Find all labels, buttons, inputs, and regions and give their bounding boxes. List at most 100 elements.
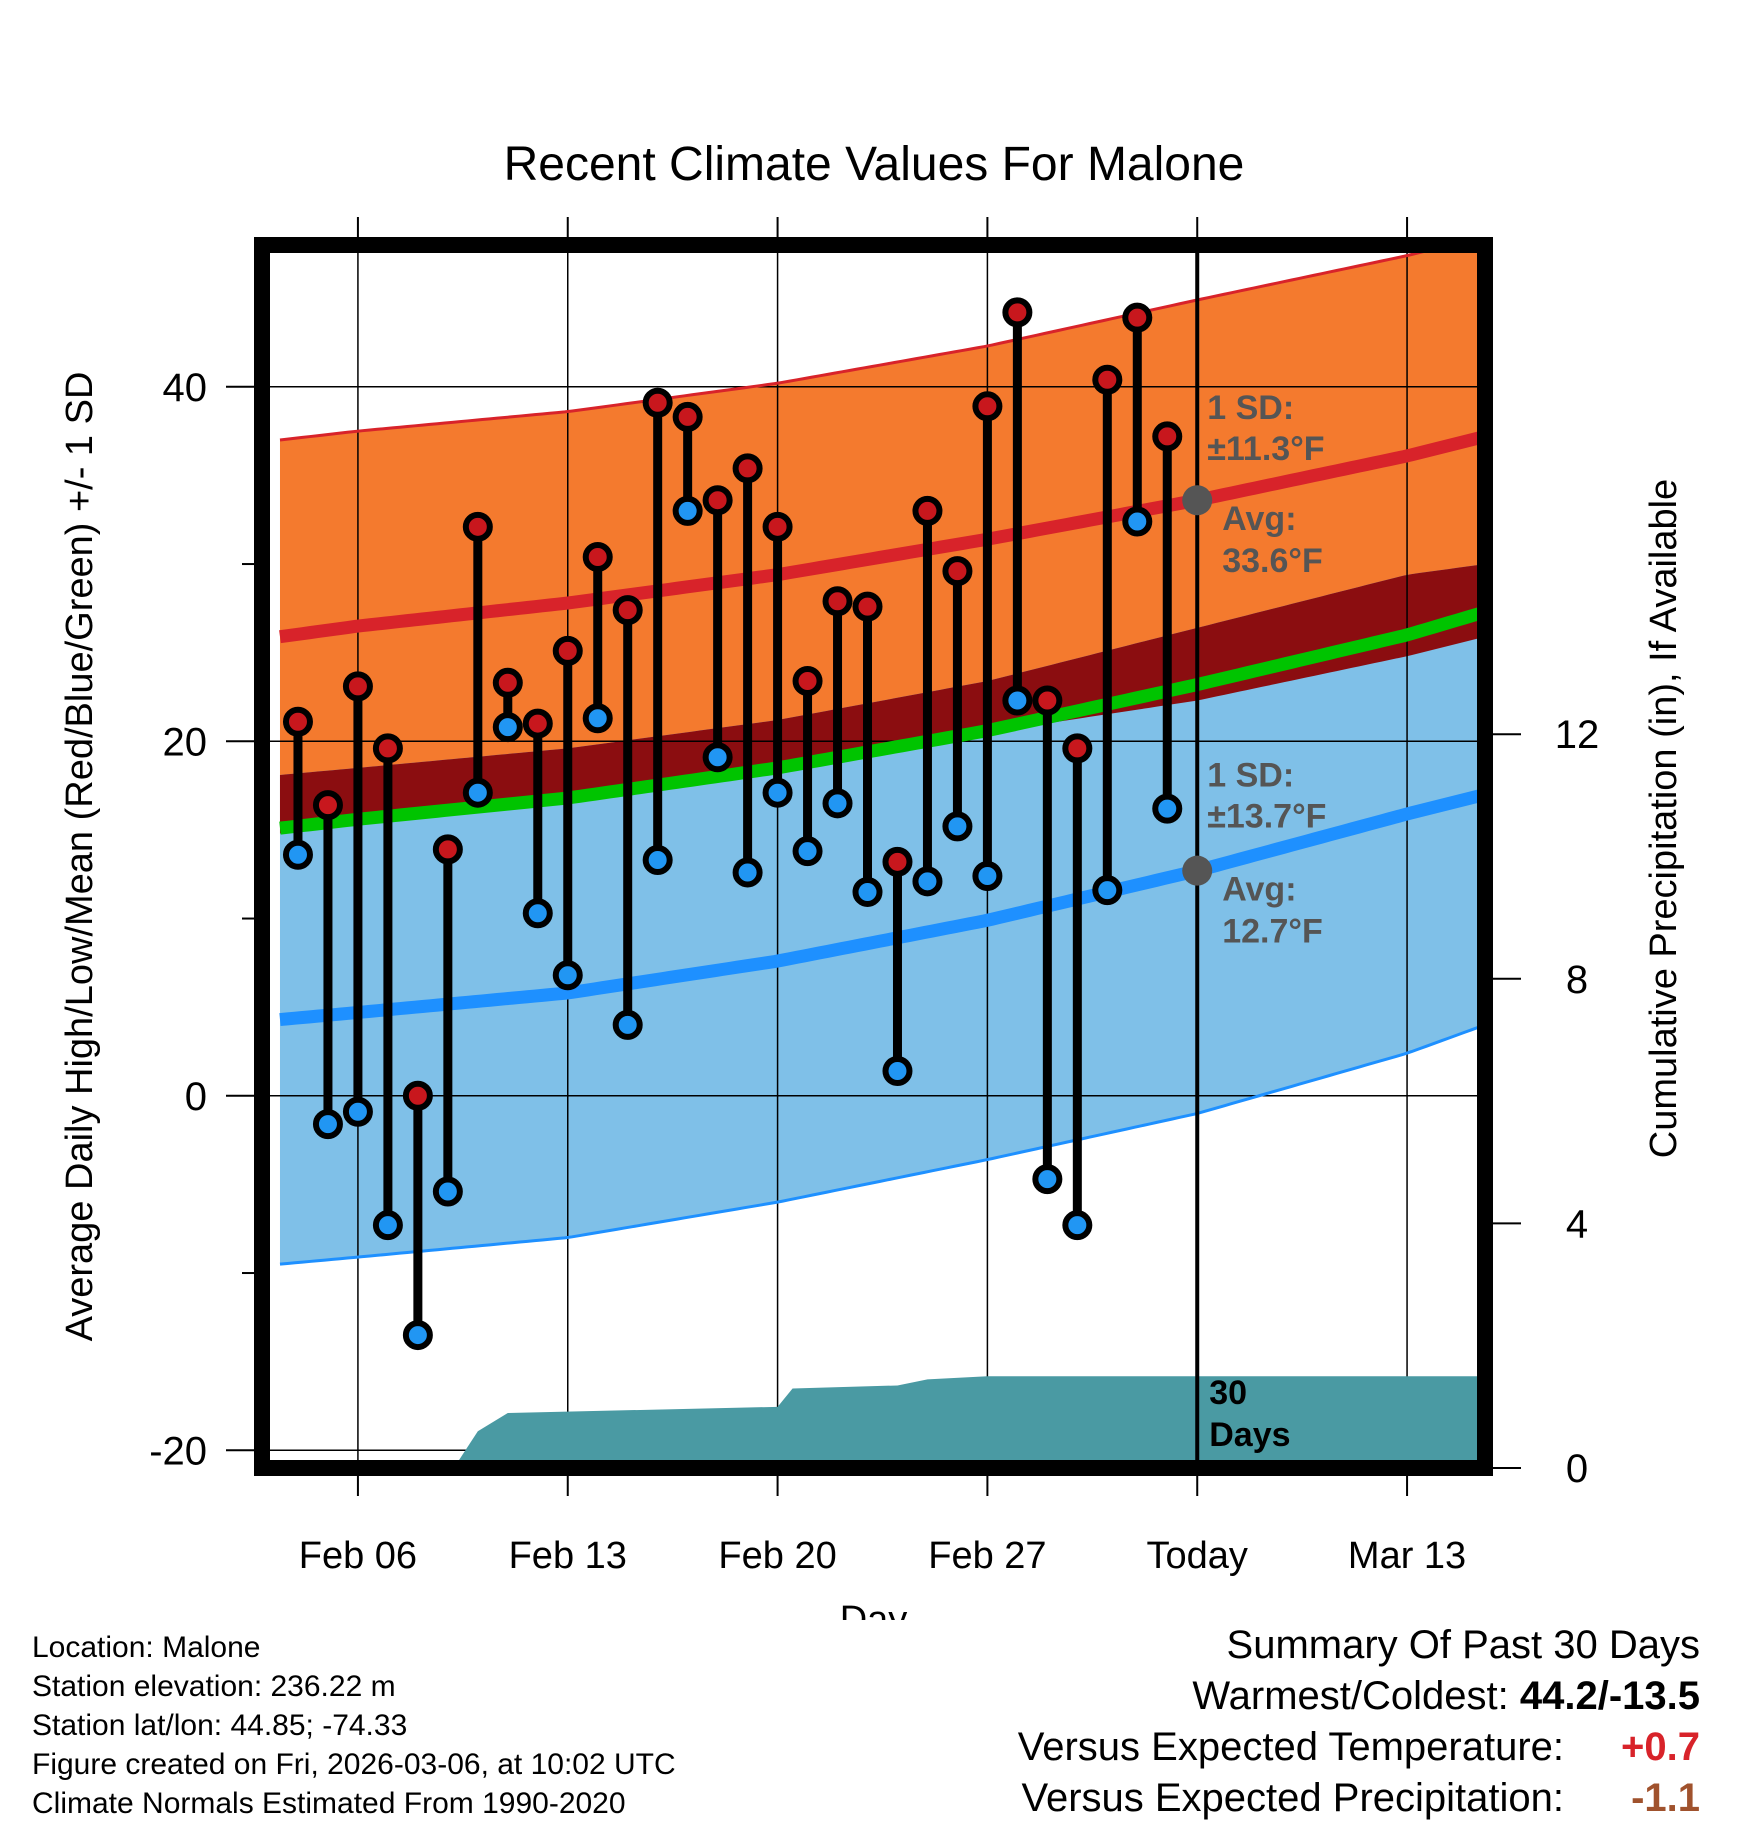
y-tick-label: 40 — [163, 366, 208, 410]
obs-low-dot — [732, 857, 763, 888]
latlon-text: Station lat/lon: 44.85; -74.33 — [32, 1709, 408, 1742]
obs-high-dot — [582, 541, 613, 572]
low-sd-band — [279, 564, 1480, 1265]
obs-high-dot — [702, 485, 733, 516]
x-tick-label: Mar 13 — [1348, 1535, 1466, 1577]
elevation-text: Station elevation: 236.22 m — [32, 1670, 396, 1703]
low-avg-marker — [1182, 855, 1213, 886]
station-info: Location: Malone Station elevation: 236.… — [32, 1628, 676, 1823]
obs-high-dot — [1092, 364, 1123, 395]
obs-high-dot — [762, 511, 793, 542]
obs-low-dot — [432, 1176, 463, 1207]
obs-low-dot — [342, 1096, 373, 1127]
obs-high-dot — [1032, 685, 1063, 716]
obs-high-dot — [312, 790, 343, 821]
precip-area — [453, 1376, 1485, 1468]
obs-high-dot — [672, 401, 703, 432]
obs-low-dot — [522, 898, 553, 929]
obs-high-dot — [912, 495, 943, 526]
obs-low-dot — [822, 788, 853, 819]
y2-tick-label: 0 — [1566, 1447, 1588, 1491]
obs-low-dot — [762, 777, 793, 808]
warm-cold-value: 44.2/-13.5 — [1519, 1674, 1700, 1718]
obs-low-dot — [312, 1109, 343, 1140]
created-text: Figure created on Fri, 2026-03-06, at 10… — [32, 1748, 676, 1781]
precip-row: Versus Expected Precipitation: -1.1 — [1018, 1773, 1700, 1824]
obs-high-dot — [462, 511, 493, 542]
obs-high-dot — [282, 706, 313, 737]
obs-high-dot — [642, 387, 673, 418]
overlap-band — [279, 564, 1480, 834]
obs-high-dot — [1152, 421, 1183, 452]
obs-high-dot — [942, 556, 973, 587]
obs-high-dot — [522, 708, 553, 739]
y-tick-label: 0 — [185, 1075, 207, 1119]
obs-low-dot — [672, 495, 703, 526]
obs-low-dot — [972, 860, 1003, 891]
high-avg-value: 33.6°F — [1222, 542, 1323, 580]
low-sd-value: ±13.7°F — [1207, 797, 1326, 835]
obs-low-dot — [402, 1320, 433, 1351]
temp-value: +0.7 — [1621, 1725, 1700, 1769]
obs-low-dot — [882, 1055, 913, 1086]
y-axis-label: Average Daily High/Low/Mean (Red/Blue/Gr… — [59, 372, 101, 1342]
obs-high-dot — [1002, 297, 1033, 328]
chart-title: Recent Climate Values For Malone — [504, 138, 1245, 191]
obs-high-dot — [852, 591, 883, 622]
obs-low-dot — [1062, 1210, 1093, 1241]
obs-high-dot — [1122, 302, 1153, 333]
obs-low-dot — [852, 876, 883, 907]
precip-label: Versus Expected Precipitation: — [1021, 1776, 1564, 1820]
obs-low-dot — [492, 712, 523, 743]
obs-high-dot — [882, 846, 913, 877]
obs-low-dot — [372, 1210, 403, 1241]
y2-tick-label: 4 — [1566, 1202, 1588, 1246]
obs-high-dot — [972, 391, 1003, 422]
obs-low-dot — [612, 1009, 643, 1040]
summary-panel: Summary Of Past 30 Days Warmest/Coldest:… — [1018, 1620, 1700, 1824]
x-tick-label: Feb 06 — [299, 1535, 417, 1577]
obs-low-dot — [1122, 506, 1153, 537]
normals-text: Climate Normals Estimated From 1990-2020 — [32, 1787, 626, 1820]
climate-chart: Recent Climate Values For Malone 1 SD:±1… — [59, 138, 1685, 1620]
warm-cold-label: Warmest/Coldest: — [1192, 1674, 1509, 1718]
obs-low-dot — [792, 836, 823, 867]
x-axis-label: Day — [840, 1599, 908, 1620]
obs-low-dot — [582, 703, 613, 734]
obs-low-dot — [462, 777, 493, 808]
obs-high-dot — [792, 666, 823, 697]
y2-tick-label: 8 — [1566, 958, 1588, 1002]
y-tick-label: -20 — [149, 1429, 207, 1473]
obs-high-dot — [372, 733, 403, 764]
period-label-2: Days — [1209, 1416, 1290, 1454]
precip-value: -1.1 — [1631, 1776, 1700, 1820]
low-avg-label: Avg: — [1222, 871, 1296, 909]
x-tick-label: Feb 27 — [928, 1535, 1046, 1577]
y2-tick-label: 12 — [1555, 713, 1600, 757]
obs-high-dot — [402, 1080, 433, 1111]
obs-low-dot — [702, 742, 733, 773]
high-sd-value: ±11.3°F — [1207, 430, 1324, 468]
high-upper-line — [279, 245, 1456, 442]
x-tick-label: Feb 20 — [718, 1535, 836, 1577]
x-tick-label: Today — [1147, 1535, 1248, 1577]
obs-low-dot — [912, 866, 943, 897]
temp-row: Versus Expected Temperature: +0.7 — [1018, 1722, 1700, 1773]
obs-high-dot — [612, 595, 643, 626]
obs-low-dot — [1152, 793, 1183, 824]
x-tick-label: Feb 13 — [509, 1535, 627, 1577]
obs-low-dot — [642, 845, 673, 876]
obs-high-dot — [822, 586, 853, 617]
high-avg-marker — [1182, 485, 1213, 516]
low-avg-value: 12.7°F — [1222, 913, 1323, 951]
obs-low-dot — [1032, 1164, 1063, 1195]
obs-low-dot — [1092, 875, 1123, 906]
temp-label: Versus Expected Temperature: — [1017, 1725, 1564, 1769]
obs-high-dot — [1062, 733, 1093, 764]
obs-high-dot — [432, 834, 463, 865]
low-lower-line — [279, 1025, 1480, 1266]
low-normal-line — [279, 789, 1481, 1027]
obs-low-dot — [1002, 685, 1033, 716]
plot-frame — [254, 237, 1493, 1476]
obs-high-dot — [552, 635, 583, 666]
